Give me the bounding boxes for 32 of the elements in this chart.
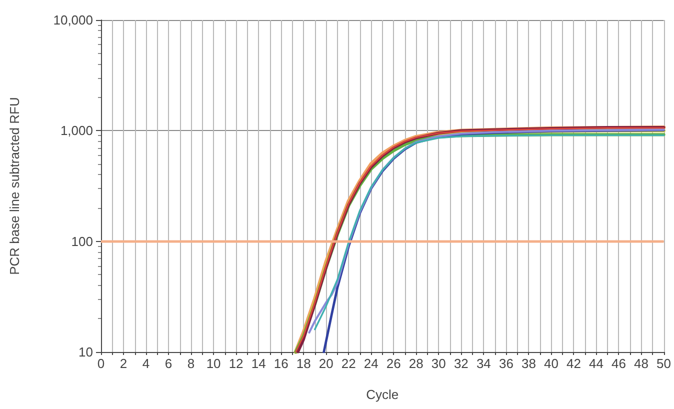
x-tick-label: 42 xyxy=(566,356,581,371)
x-tick-label: 0 xyxy=(97,356,105,371)
x-tick-label: 48 xyxy=(634,356,648,371)
x-tick-label: 8 xyxy=(187,356,195,371)
x-tick-label: 18 xyxy=(296,356,311,371)
x-tick-label: 38 xyxy=(521,356,536,371)
x-tick-label: 36 xyxy=(498,356,514,371)
x-tick-label: 26 xyxy=(386,356,401,371)
x-tick-label: 22 xyxy=(341,356,356,371)
y-tick-label: 1,000 xyxy=(60,123,93,138)
x-tick-label: 28 xyxy=(408,356,424,371)
x-tick-label: 16 xyxy=(274,356,288,371)
x-tick-label: 44 xyxy=(589,356,604,371)
y-tick-label: 10 xyxy=(78,344,93,360)
x-tick-label: 20 xyxy=(318,356,334,371)
y-tick-label: 10,000 xyxy=(53,12,93,28)
x-tick-label: 12 xyxy=(228,356,244,371)
x-tick-label: 32 xyxy=(454,356,468,371)
x-tick-label: 46 xyxy=(612,356,626,371)
x-tick-label: 14 xyxy=(251,356,266,371)
x-tick-label: 2 xyxy=(120,356,128,371)
x-tick-label: 34 xyxy=(476,356,491,371)
x-axis-title: Cycle xyxy=(366,387,399,402)
x-tick-label: 6 xyxy=(164,356,172,371)
x-tick-label: 30 xyxy=(431,356,446,371)
x-tick-label: 24 xyxy=(364,356,378,371)
x-tick-label: 50 xyxy=(656,356,672,371)
y-tick-label: 100 xyxy=(71,234,93,249)
x-tick-label: 10 xyxy=(206,356,221,371)
y-axis-title: PCR base line subtracted RFU xyxy=(7,97,22,275)
x-tick-label: 4 xyxy=(142,356,150,371)
x-tick-label: 40 xyxy=(544,356,558,371)
